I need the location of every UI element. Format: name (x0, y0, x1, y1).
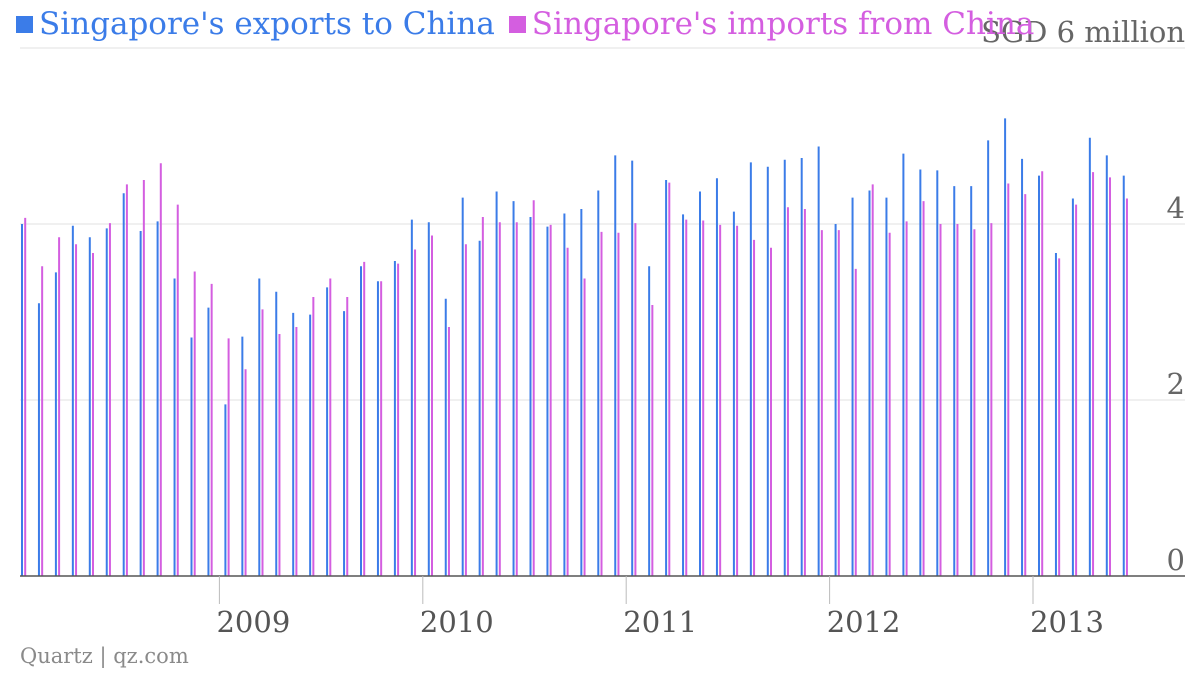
x-tick-label-2: 2011 (623, 605, 697, 639)
y-tick-label-3: SGD 6 million (981, 15, 1185, 49)
y-tick-label-2: 4 (1167, 191, 1185, 225)
y-tick-label-1: 2 (1167, 367, 1185, 401)
x-tick-label-1: 2010 (420, 605, 494, 639)
x-tick-label-3: 2012 (827, 605, 901, 639)
y-tick-label-0: 0 (1167, 543, 1185, 577)
y-axis-labels: 0 2 4 SGD 6 million (981, 15, 1185, 577)
legend-label-imports: Singapore's imports from China (531, 6, 1035, 42)
legend-item-exports: Singapore's exports to China (16, 6, 495, 42)
x-tick-label-0: 2009 (216, 605, 290, 639)
legend-swatch-exports (16, 15, 33, 33)
source-credit: Quartz | qz.com (20, 644, 189, 668)
legend-item-imports: Singapore's imports from China (508, 6, 1035, 42)
x-axis-labels: 2009 2010 2011 2012 2013 (216, 576, 1104, 639)
bar-marks (21, 118, 1128, 576)
legend-label-exports: Singapore's exports to China (39, 6, 495, 42)
x-tick-label-4: 2013 (1030, 605, 1104, 639)
legend-swatch-imports (508, 15, 526, 33)
chart-legend: Singapore's exports to China Singapore's… (16, 4, 1048, 44)
